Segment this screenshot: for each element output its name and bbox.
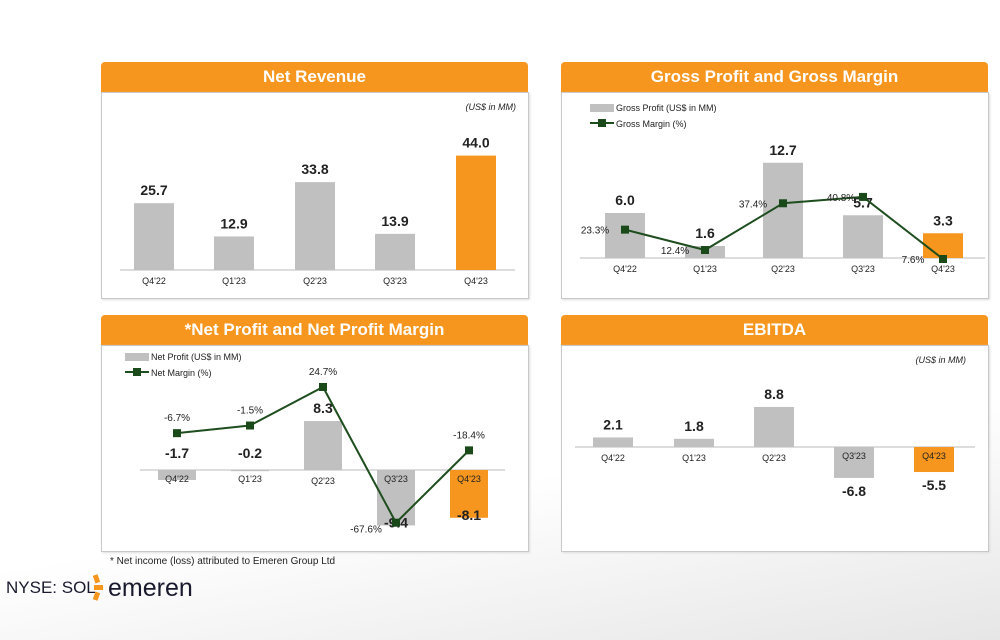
bar [914, 447, 954, 473]
gross-profit-header: Gross Profit and Gross Margin [561, 62, 988, 92]
svg-text:emeren: emeren [108, 574, 193, 602]
x-tick-label: Q3'23 [851, 264, 875, 274]
margin-label: 7.6% [902, 255, 925, 266]
bar-value-label: 1.8 [684, 418, 704, 434]
bar-value-label: -0.2 [238, 445, 262, 461]
bar-value-label: 12.7 [769, 142, 796, 158]
footnote: * Net income (loss) attributed to Emeren… [110, 556, 336, 567]
x-tick-label: Q3'23 [383, 276, 407, 286]
bar [763, 162, 803, 258]
unit-note: (US$ in MM) [465, 102, 516, 112]
bar-value-label: -5.5 [922, 477, 946, 493]
bar-value-label: 12.9 [220, 215, 247, 231]
bar [304, 421, 342, 470]
bar [214, 236, 254, 270]
bar-value-label: 3.3 [933, 212, 953, 228]
net-revenue-header: Net Revenue [101, 62, 528, 92]
margin-label: 37.4% [739, 199, 767, 210]
bar-value-label: -8.1 [457, 507, 481, 523]
x-tick-label: Q4'23 [931, 264, 955, 274]
bar [456, 155, 496, 270]
margin-label: -1.5% [237, 406, 263, 417]
bar-value-label: 44.0 [462, 135, 489, 151]
bar-value-label: 13.9 [381, 213, 408, 229]
bar-value-label: 8.3 [313, 400, 333, 416]
x-tick-label: Q2'23 [311, 476, 335, 486]
margin-marker [246, 421, 254, 430]
bar [834, 447, 874, 478]
x-tick-label: Q4'22 [613, 264, 637, 274]
bar [295, 182, 335, 270]
net-profit-header: *Net Profit and Net Profit Margin [101, 315, 528, 345]
gross-profit-title: Gross Profit and Gross Margin [650, 67, 899, 86]
bar-value-label: -6.8 [842, 483, 866, 499]
legend-label: Gross Margin (%) [616, 119, 687, 129]
bar-value-label: 33.8 [301, 161, 328, 177]
x-tick-label: Q3'23 [842, 451, 866, 461]
legend-label: Net Margin (%) [151, 368, 212, 378]
bar [134, 203, 174, 270]
margin-label: -6.7% [164, 413, 190, 424]
margin-marker [939, 255, 947, 263]
bar-value-label: 8.8 [764, 386, 784, 402]
margin-marker [173, 429, 181, 438]
x-tick-label: Q4'23 [457, 474, 481, 484]
legend-swatch-bar [590, 104, 614, 112]
bar [605, 213, 645, 258]
bar-value-label: 1.6 [695, 225, 715, 241]
x-tick-label: Q2'23 [771, 264, 795, 274]
bar-value-label: -1.7 [165, 445, 189, 461]
x-tick-label: Q1'23 [682, 453, 706, 463]
bar [754, 406, 794, 447]
x-tick-label: Q1'23 [693, 264, 717, 274]
margin-label: 24.7% [309, 367, 337, 378]
legend-label: Net Profit (US$ in MM) [151, 352, 242, 362]
bar [158, 470, 196, 481]
emeren-logo: emeren [92, 572, 212, 609]
margin-label: 12.4% [661, 246, 689, 257]
legend-label: Gross Profit (US$ in MM) [616, 103, 717, 113]
x-tick-label: Q2'23 [303, 276, 327, 286]
legend-swatch-marker [133, 368, 141, 376]
net-profit-title: *Net Profit and Net Profit Margin [184, 320, 445, 339]
margin-marker [621, 225, 629, 234]
x-tick-label: Q1'23 [238, 474, 262, 484]
legend-swatch-marker [598, 119, 606, 127]
margin-marker [779, 199, 787, 208]
ebitda-title: EBITDA [742, 320, 807, 339]
margin-marker [319, 383, 327, 391]
bar-value-label: 6.0 [615, 192, 635, 208]
bar [674, 438, 714, 447]
ebitda-header: EBITDA [561, 315, 988, 345]
margin-marker [392, 518, 400, 527]
net-revenue-title: Net Revenue [263, 67, 366, 86]
x-tick-label: Q1'23 [222, 276, 246, 286]
margin-label: 40.8% [827, 193, 855, 204]
margin-marker [701, 246, 709, 255]
x-tick-label: Q4'22 [165, 474, 189, 484]
bar [923, 233, 963, 258]
x-tick-label: Q4'23 [464, 276, 488, 286]
ticker-symbol: NYSE: SOL [6, 578, 96, 597]
x-tick-label: Q4'23 [922, 451, 946, 461]
margin-label: -67.6% [350, 525, 382, 536]
bar [843, 215, 883, 258]
x-tick-label: Q4'22 [601, 453, 625, 463]
bar-value-label: 25.7 [140, 182, 167, 198]
bar [231, 470, 269, 472]
x-tick-label: Q3'23 [384, 474, 408, 484]
margin-label: -18.4% [453, 430, 485, 441]
bar-value-label: 2.1 [603, 416, 623, 432]
legend-swatch-bar [125, 353, 149, 361]
bar [593, 437, 633, 447]
bar [375, 233, 415, 270]
x-tick-label: Q4'22 [142, 276, 166, 286]
margin-marker [465, 446, 473, 455]
margin-marker [859, 192, 867, 201]
x-tick-label: Q2'23 [762, 453, 786, 463]
bar [450, 470, 488, 518]
unit-note: (US$ in MM) [915, 355, 966, 365]
margin-label: 23.3% [581, 226, 609, 237]
